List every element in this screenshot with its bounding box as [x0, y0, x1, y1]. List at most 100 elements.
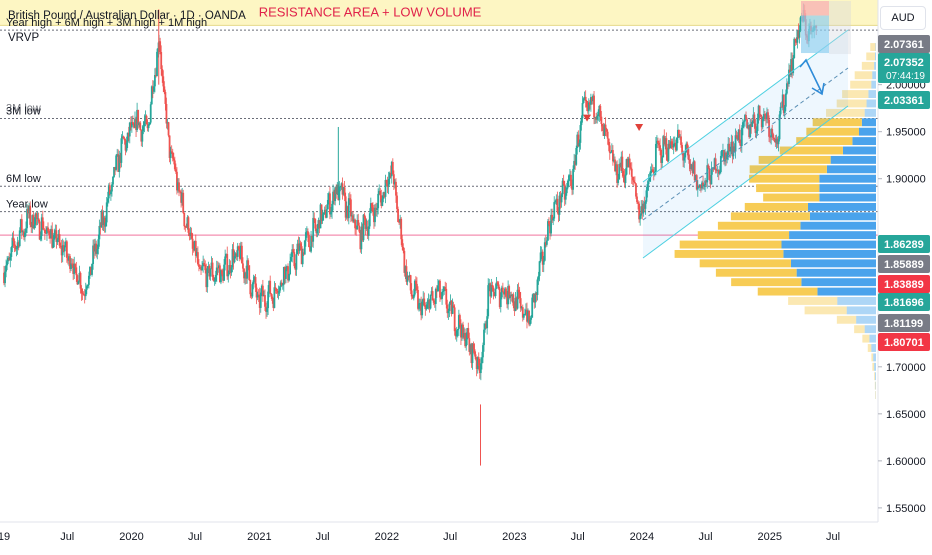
candle-body	[178, 182, 180, 191]
candle-body	[241, 246, 243, 264]
volume-profile-up-bar	[783, 250, 876, 258]
candle-body	[305, 232, 307, 240]
position-risk-box	[801, 1, 829, 16]
candle-body	[326, 209, 328, 217]
candle-body	[266, 308, 268, 312]
candle-body	[377, 194, 379, 208]
candle-body	[204, 265, 206, 270]
candle-body	[602, 124, 604, 126]
candle-body	[60, 246, 62, 248]
candle-body	[583, 98, 585, 103]
volume-profile-up-bar	[819, 184, 876, 192]
volume-profile-row	[862, 335, 876, 343]
candle	[115, 154, 117, 171]
candle-body	[16, 248, 18, 249]
price-badge-value: 1.81199	[884, 318, 923, 330]
candle-body	[251, 284, 253, 296]
candle-body	[159, 41, 161, 52]
volume-profile-row	[854, 325, 876, 333]
candle-body	[124, 138, 126, 140]
candle-body	[25, 228, 27, 232]
candle-body	[371, 203, 373, 207]
candle-body	[665, 138, 667, 154]
candle-body	[364, 215, 366, 218]
volume-profile-up-bar	[797, 269, 876, 277]
chart-area[interactable]: RESISTANCE AREA + LOW VOLUMEYear high + …	[0, 0, 932, 550]
candle-body	[13, 238, 15, 241]
candle-body	[264, 295, 266, 307]
candle-body	[300, 243, 302, 246]
candle-body	[182, 193, 184, 213]
candle-body	[680, 136, 682, 144]
candle-body	[10, 247, 12, 257]
candle-body	[81, 289, 83, 294]
candle-body	[6, 261, 8, 265]
candle-body	[519, 292, 521, 298]
candle-body	[676, 138, 678, 151]
resistance-label: RESISTANCE AREA + LOW VOLUME	[259, 5, 482, 20]
candle-body	[183, 213, 185, 226]
candle	[635, 183, 637, 199]
volume-profile-row	[716, 269, 876, 277]
candle-body	[148, 125, 150, 128]
candle-body	[304, 241, 306, 255]
candle-body	[512, 294, 514, 305]
candle-body	[173, 158, 175, 160]
currency-button[interactable]: AUD	[880, 6, 926, 30]
price-tick-label: 1.60000	[886, 456, 926, 468]
candle-body	[686, 144, 688, 149]
price-badge-value: 1.85889	[884, 259, 924, 271]
candlestick-chart[interactable]: RESISTANCE AREA + LOW VOLUMEYear high + …	[0, 0, 932, 550]
candle-body	[110, 191, 112, 194]
candle-body	[606, 129, 608, 132]
time-tick-label: 2025	[758, 531, 782, 543]
candle-body	[570, 175, 572, 186]
volume-profile-row	[718, 222, 876, 230]
volume-profile-down-bar	[675, 250, 784, 258]
candle-body	[444, 287, 446, 289]
candle-body	[327, 200, 329, 209]
candle-body	[593, 96, 595, 118]
candle-body	[554, 202, 556, 203]
candle	[156, 49, 158, 77]
price-badge: 1.86289	[878, 235, 930, 253]
candle-body	[267, 292, 269, 309]
volume-profile-up-bar	[865, 325, 876, 333]
candle	[304, 240, 306, 255]
candle-body	[307, 231, 309, 235]
volume-profile-row	[870, 43, 876, 51]
candle-body	[548, 221, 550, 224]
candle-body	[495, 289, 497, 296]
candle-body	[634, 182, 636, 183]
candle-body	[340, 187, 342, 188]
candle-body	[249, 280, 251, 294]
candle-body	[292, 249, 294, 252]
volume-profile-row	[868, 344, 876, 352]
volume-profile-up-bar	[831, 156, 876, 164]
time-tick-label: Jul	[60, 531, 74, 543]
candle-body	[630, 168, 632, 169]
six-month-low-label: 6M low	[6, 173, 41, 185]
time-tick-label: 2021	[247, 531, 271, 543]
candle-body	[234, 256, 236, 262]
candle-body	[149, 123, 151, 125]
candle-body	[146, 116, 148, 124]
candle	[251, 282, 253, 298]
volume-profile-down-bar	[872, 363, 874, 371]
volume-profile-row	[780, 147, 876, 155]
candle-body	[368, 226, 370, 235]
candle-body	[439, 281, 441, 298]
candle-body	[629, 159, 631, 168]
candle-body	[231, 267, 233, 273]
candle-body	[349, 198, 351, 199]
candle-body	[21, 219, 23, 232]
volume-profile-up-bar	[847, 306, 876, 314]
candle-body	[491, 285, 493, 288]
candle-body	[141, 131, 143, 141]
candle	[531, 294, 533, 317]
indicator-label-vrvp[interactable]: VRVP	[8, 32, 39, 44]
candle-body	[262, 286, 264, 297]
candle-body	[581, 118, 583, 125]
candle-body	[314, 219, 316, 229]
candle-body	[539, 261, 541, 276]
